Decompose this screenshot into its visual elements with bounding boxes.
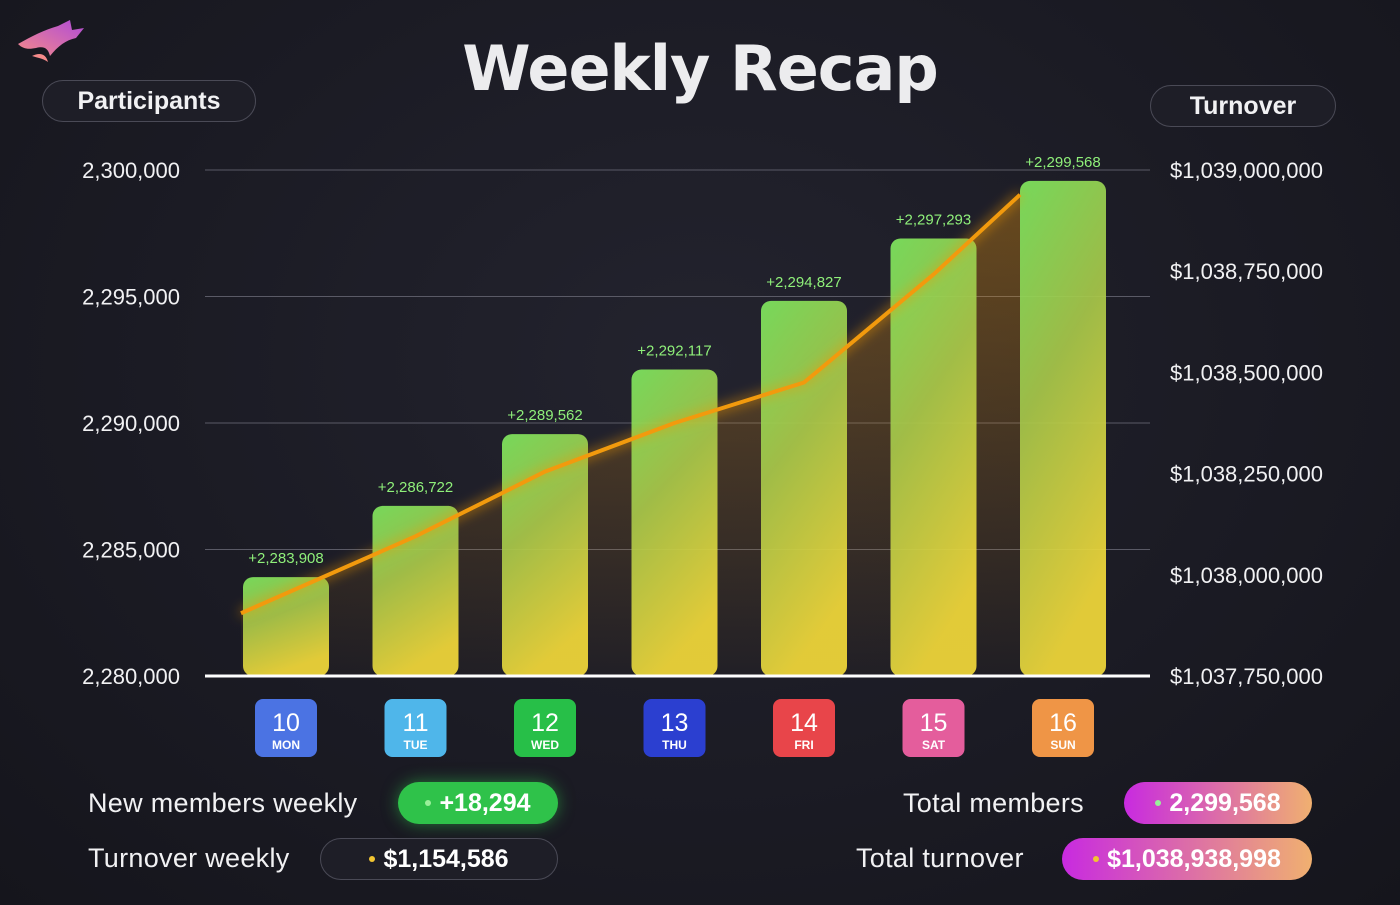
left-tick-label: 2,280,000 [82,664,180,689]
left-tick-label: 2,285,000 [82,538,180,563]
day-number: 12 [531,709,559,737]
dot-icon [1155,800,1162,806]
day-badge [384,699,447,757]
right-tick-label: $1,039,000,000 [1170,158,1323,183]
right-tick-label: $1,038,500,000 [1170,360,1323,385]
day-number: 13 [661,709,689,737]
bar-value-label: +2,289,562 [507,407,583,424]
turnover-weekly-label: Turnover weekly [88,843,290,873]
total-members-label: Total members [903,788,1084,818]
page-title: Weekly Recap [462,32,939,105]
dot-icon [369,856,376,862]
dot-icon [1093,856,1100,862]
participants-bar [631,369,718,676]
bar-value-label: +2,297,293 [896,211,972,228]
right-tick-label: $1,038,000,000 [1170,563,1323,588]
dot-icon [425,800,432,806]
day-name: THU [662,738,687,752]
day-number: 10 [272,709,300,737]
bar-value-label: +2,286,722 [378,479,454,496]
left-tick-label: 2,300,000 [82,158,180,183]
participants-bar [372,505,459,676]
left-tick-label: 2,295,000 [82,285,180,310]
day-name: FRI [794,738,813,752]
day-number: 11 [403,709,429,737]
right-tick-label: $1,037,750,000 [1170,664,1323,689]
day-name: MON [272,738,300,752]
day-badge [773,699,835,757]
day-badge [514,699,576,757]
day-name: WED [531,738,559,752]
day-badge [643,699,706,757]
wolf-logo-icon [18,20,84,62]
day-number: 14 [790,709,818,737]
new-members-value: +18,294 [439,788,531,817]
participants-axis-label: Participants [42,80,256,122]
total-members-value: 2,299,568 [1169,788,1281,817]
participants-bar [890,238,977,676]
total-turnover-value: $1,038,938,998 [1107,844,1281,873]
right-tick-label: $1,038,250,000 [1170,462,1323,487]
total-turnover-label: Total turnover [856,843,1024,873]
day-name: SAT [922,738,946,752]
day-number: 15 [920,709,948,737]
bar-value-label: +2,294,827 [766,274,842,291]
turnover-axis-label: Turnover [1150,85,1336,127]
day-badge [255,699,317,757]
participants-bar [761,300,847,676]
bar-value-label: +2,292,117 [637,342,711,359]
total-turnover-badge: $1,038,938,998 [1062,838,1312,880]
new-members-badge: +18,294 [398,782,558,824]
day-name: SUN [1050,738,1075,752]
turnover-weekly-badge: $1,154,586 [320,838,558,880]
day-number: 16 [1049,709,1077,737]
bar-value-label: +2,299,568 [1025,154,1101,171]
right-tick-label: $1,038,750,000 [1170,259,1323,284]
day-badge [902,699,965,757]
participants-bar [502,434,588,676]
day-name: TUE [404,738,428,752]
day-badge [1032,699,1094,757]
turnover-line [240,193,1022,616]
turnover-weekly-value: $1,154,586 [383,844,509,873]
new-members-label: New members weekly [88,788,358,818]
bar-value-label: +2,283,908 [248,550,324,567]
participants-bar [1020,180,1106,676]
total-members-badge: 2,299,568 [1124,782,1312,824]
left-tick-label: 2,290,000 [82,411,180,436]
